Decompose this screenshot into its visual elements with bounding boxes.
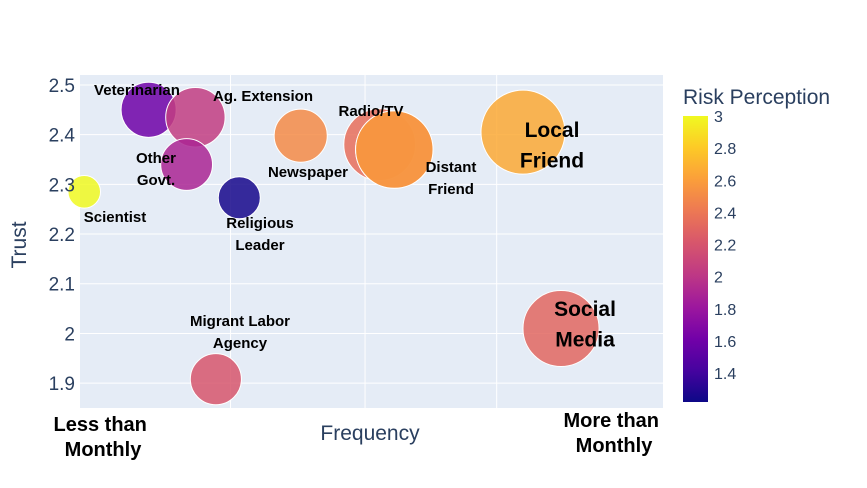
bubbles [67,81,600,406]
bubble-label-line: Newspaper [268,164,348,181]
bubble-label-line: Agency [213,335,268,352]
bubble-label-line: Ag. Extension [213,88,313,105]
colorbar-tick-label: 2.6 [714,173,736,190]
bubble-label-line: Friend [428,181,474,198]
bubble [273,108,328,163]
bubble-label: Religious Leader [226,215,294,254]
y-tick-labels: 1.9 2 2.1 2.2 2.3 2.4 2.5 [49,76,76,395]
colorbar-tick-label: 2.4 [714,205,736,222]
bubble-label-line: Social [554,298,616,321]
colorbar-tick-label: 1.4 [714,366,736,383]
colorbar-tick-label: 1.6 [714,334,736,351]
x-axis-title: Frequency [320,422,420,445]
y-tick-label: 2.3 [49,175,75,196]
bubble-label: Radio/TV [338,103,403,120]
y-tick-label: 2.5 [49,76,75,97]
x-right-end-line2: Monthly [576,435,654,457]
x-left-end-line1: Less than [54,414,147,436]
bubble [217,176,261,220]
bubble-label-line: Govt. [137,172,175,189]
bubble-label: Other Govt. [136,150,176,189]
bubble [67,175,102,209]
bubble-label: Scientist [84,209,147,226]
bubble-label: Migrant Labor Agency [190,313,290,352]
colorbar-ticks: 1.4 1.6 1.8 2 2.2 2.4 2.6 2.8 3 [714,109,736,383]
bubble-label: Social Media [554,298,616,351]
bubble [160,138,214,191]
bubble-label-line: Veterinarian [94,82,180,99]
bubble [480,89,566,175]
bubble-label: Ag. Extension [213,88,313,105]
bubble-label-line: Other [136,150,176,167]
y-tick-label: 2.1 [49,275,75,296]
bubble-label: Local Friend [520,119,584,172]
colorbar-tick-label: 2 [714,270,723,287]
bubble-label-line: Media [555,328,615,351]
bubble-label-line: Local [525,119,580,142]
y-tick-label: 2 [64,324,75,345]
x-right-end-line1: More than [563,410,659,432]
bubble [189,353,242,406]
y-tick-label: 1.9 [49,374,75,395]
colorbar-tick-label: 2.2 [714,238,736,255]
bubble [355,110,434,189]
bubble-label-line: Migrant Labor [190,313,290,330]
x-left-end-label: Less than Monthly [54,414,153,461]
colorbar-tick-label: 1.8 [714,302,736,319]
bubble-label-line: Religious [226,215,294,232]
bubble-label-line: Radio/TV [338,103,403,120]
colorbar-title: Risk Perception [683,86,830,109]
x-right-end-label: More than Monthly [563,410,664,457]
x-left-end-line2: Monthly [65,439,143,461]
bubble-label: Distant Friend [426,159,477,198]
y-tick-label: 2.4 [49,126,76,147]
bubble-label: Veterinarian [94,82,180,99]
y-tick-label: 2.2 [49,225,75,246]
bubble-label-line: Distant [426,159,477,176]
bubble-label-line: Scientist [84,209,147,226]
bubble-labels: Veterinarian Ag. Extension Other Govt. Scien… [84,82,616,352]
y-axis-title: Trust [8,221,31,268]
bubble [522,289,600,368]
bubble-label-line: Friend [520,149,584,172]
colorbar [683,116,708,402]
colorbar-tick-label: 3 [714,109,723,126]
bubble-label-line: Leader [235,237,284,254]
colorbar-tick-label: 2.8 [714,141,736,158]
bubble-label: Newspaper [268,164,348,181]
